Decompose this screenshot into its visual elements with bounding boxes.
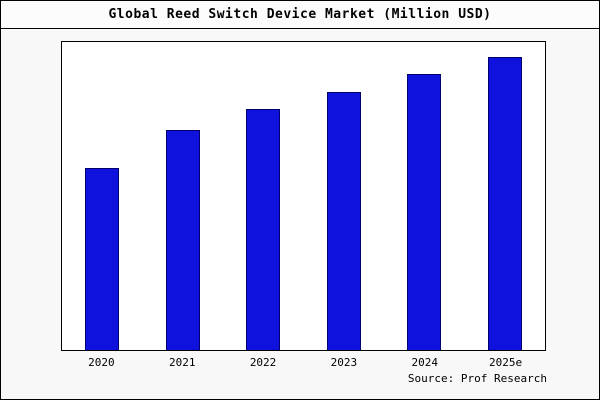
x-tick-label-2025e: 2025e xyxy=(488,356,523,369)
x-tick-label-2023: 2023 xyxy=(330,356,358,369)
x-tick-label-2021: 2021 xyxy=(168,356,196,369)
x-tick-label-2022: 2022 xyxy=(249,356,277,369)
bar-slot-2020 xyxy=(62,42,143,350)
bar-slot-2025e xyxy=(465,42,546,350)
bar-slot-2024 xyxy=(384,42,465,350)
bar-2023 xyxy=(326,91,361,350)
bar-slot-2022 xyxy=(223,42,304,350)
bars xyxy=(62,42,545,350)
x-tick-label-2020: 2020 xyxy=(88,356,115,369)
plot-area xyxy=(61,41,546,351)
chart-title-bar: Global Reed Switch Device Market (Millio… xyxy=(1,1,599,29)
bar-slot-2023 xyxy=(304,42,385,350)
bar-2022 xyxy=(246,109,281,350)
x-axis-labels: 2020 2021 2022 2023 2024 2025e xyxy=(61,356,546,369)
chart-title: Global Reed Switch Device Market (Millio… xyxy=(108,7,492,22)
bar-2025e xyxy=(487,56,522,350)
bar-slot-2021 xyxy=(143,42,224,350)
bar-2024 xyxy=(407,74,442,350)
bar-2021 xyxy=(165,130,200,350)
x-tick-label-2024: 2024 xyxy=(411,356,438,369)
source-credit: Source: Prof Research xyxy=(407,372,547,385)
bar-2020 xyxy=(85,168,120,350)
